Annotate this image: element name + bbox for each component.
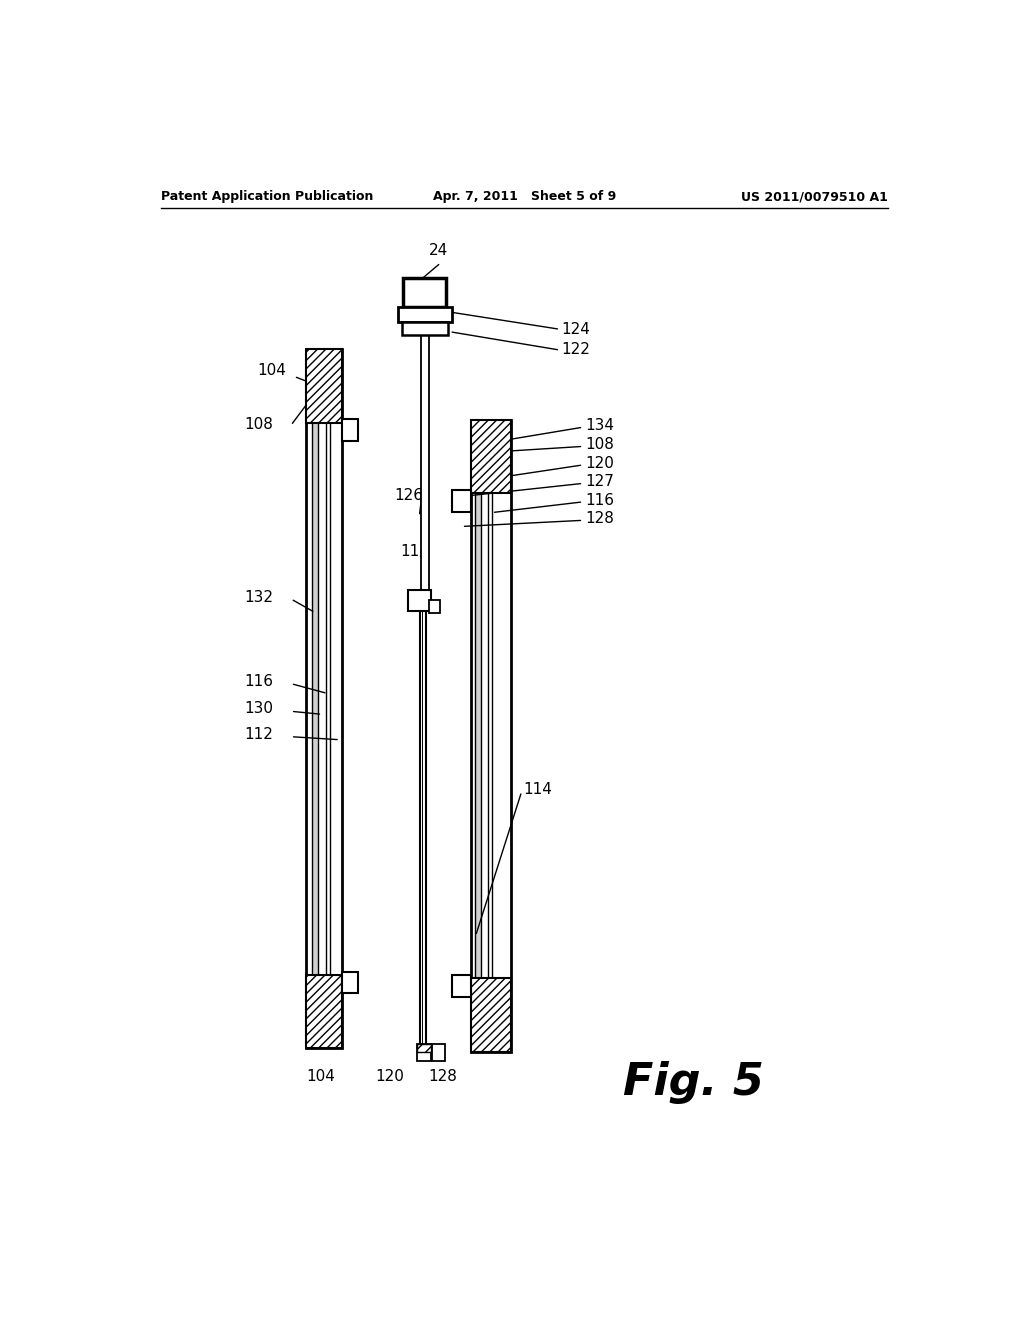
Text: 108: 108 (585, 437, 613, 453)
Text: 108: 108 (245, 417, 273, 432)
Text: 126: 126 (394, 488, 423, 503)
Text: 128: 128 (428, 1069, 457, 1084)
Bar (471, 978, 511, 1052)
Text: 112: 112 (245, 727, 273, 742)
Bar (342, 420, 358, 441)
Text: 127: 127 (585, 474, 613, 490)
Text: 114: 114 (523, 783, 552, 797)
Text: 116: 116 (245, 675, 273, 689)
Text: 130: 130 (245, 701, 273, 717)
Bar (326, 416, 330, 981)
Bar (342, 972, 358, 993)
Bar (453, 490, 471, 512)
Text: US 2011/0079510 A1: US 2011/0079510 A1 (741, 190, 888, 203)
Bar (403, 277, 446, 308)
Bar (408, 590, 431, 611)
Text: 116: 116 (585, 492, 613, 508)
Bar (429, 601, 440, 612)
Bar (453, 975, 471, 997)
Bar (471, 420, 511, 1052)
Text: 24: 24 (429, 243, 449, 259)
Text: Fig. 5: Fig. 5 (624, 1061, 764, 1104)
Text: Patent Application Publication: Patent Application Publication (162, 190, 374, 203)
Bar (417, 1044, 431, 1061)
Bar (306, 350, 342, 1048)
Bar (306, 350, 342, 422)
Bar (306, 974, 342, 1048)
Text: 120: 120 (375, 1069, 403, 1084)
Bar (487, 487, 492, 985)
Text: 114: 114 (400, 544, 429, 558)
Text: 104: 104 (257, 363, 286, 378)
Text: 134: 134 (585, 418, 613, 433)
Bar (475, 487, 481, 985)
Text: 124: 124 (562, 322, 591, 337)
Text: 128: 128 (585, 511, 613, 527)
Text: 104: 104 (306, 1069, 335, 1084)
Text: 120: 120 (585, 455, 613, 471)
Bar (432, 1044, 444, 1061)
Text: 122: 122 (562, 342, 591, 356)
Bar (312, 416, 318, 981)
Bar (421, 335, 429, 598)
Bar (397, 308, 452, 322)
Bar (401, 322, 447, 335)
Text: Apr. 7, 2011   Sheet 5 of 9: Apr. 7, 2011 Sheet 5 of 9 (433, 190, 616, 203)
Bar (471, 420, 511, 494)
Text: 132: 132 (245, 590, 273, 605)
Bar (417, 1044, 431, 1052)
